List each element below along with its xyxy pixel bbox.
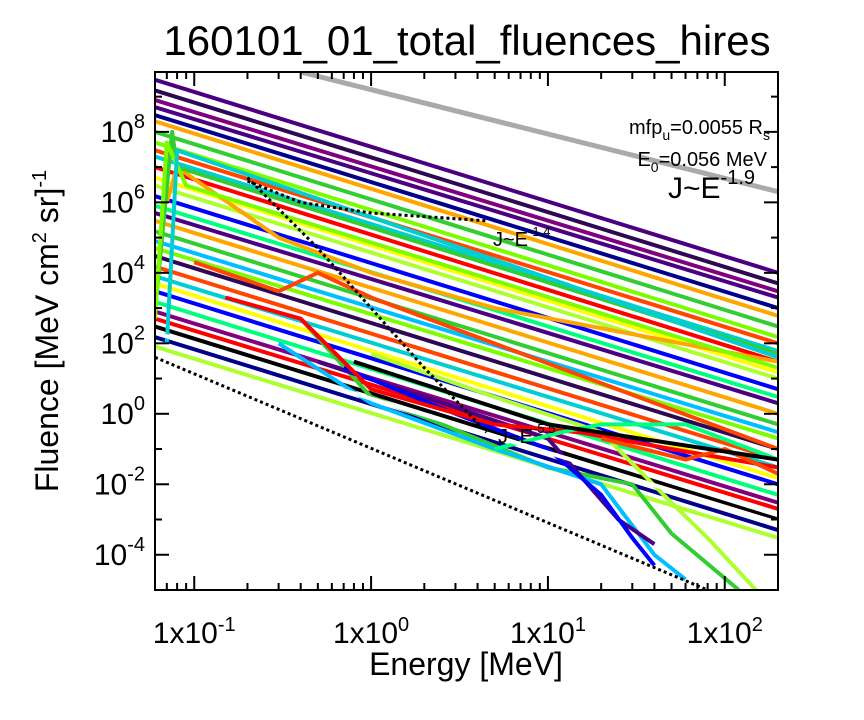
slope-main-annotation: J~E-1.9 bbox=[668, 167, 755, 205]
y-tick-label: 100 bbox=[101, 393, 146, 431]
x-tick-label: 1x101 bbox=[510, 614, 586, 650]
series-line-28 bbox=[155, 316, 778, 511]
slope-low-annotation: J~E-1.4 bbox=[493, 224, 550, 251]
series-line-33 bbox=[155, 129, 778, 356]
y-tick-label: 108 bbox=[101, 111, 146, 149]
series-line-27 bbox=[155, 309, 778, 505]
series-line-36 bbox=[193, 260, 778, 451]
series-line-19 bbox=[155, 239, 778, 435]
series-line-18 bbox=[155, 229, 778, 427]
y-tick-label: 102 bbox=[101, 322, 146, 360]
reference-lines-layer bbox=[155, 72, 778, 590]
series-line-35 bbox=[164, 148, 778, 360]
series-line-45 bbox=[353, 359, 778, 462]
mfp-annotation: mfpu=0.0055 Rs bbox=[629, 117, 770, 143]
series-line-13 bbox=[155, 183, 778, 381]
e0-annotation: E0=0.056 MeV bbox=[637, 149, 767, 175]
series-line-2 bbox=[155, 88, 778, 286]
chart-title: 160101_01_total_fluences_hires bbox=[163, 17, 770, 64]
series-line-20 bbox=[155, 246, 778, 441]
axes-layer: 1x10-1 1x100 1x101 1x102 10-4 10-2 100 102 104 10… bbox=[94, 72, 779, 650]
series-layer bbox=[155, 77, 778, 590]
y-tick-label: 10-4 bbox=[94, 534, 145, 572]
series-line-1 bbox=[155, 77, 778, 275]
series-line-7 bbox=[155, 129, 778, 329]
reference-slope-line-1 bbox=[300, 72, 778, 195]
x-axis-label: Energy [MeV] bbox=[369, 646, 563, 682]
series-line-17 bbox=[155, 218, 778, 416]
series-line-10 bbox=[155, 154, 778, 354]
y-axis-label: Fluence [MeV cm2 sr]-1 bbox=[29, 170, 65, 492]
series-line-3 bbox=[155, 98, 778, 294]
series-line-46 bbox=[155, 330, 778, 525]
y-tick-label: 106 bbox=[101, 181, 146, 219]
series-line-42 bbox=[224, 295, 778, 470]
plot-frame bbox=[154, 71, 779, 591]
series-line-12 bbox=[155, 175, 778, 375]
series-line-44 bbox=[600, 436, 778, 476]
series-line-11 bbox=[155, 165, 778, 364]
reference-dotted-line-2 bbox=[155, 355, 709, 590]
series-line-5 bbox=[155, 113, 778, 311]
series-line-9 bbox=[155, 148, 778, 346]
series-line-22 bbox=[155, 264, 778, 462]
reference-dotted-line-3 bbox=[246, 179, 487, 223]
series-line-21 bbox=[155, 254, 778, 451]
series-line-14 bbox=[155, 194, 778, 392]
series-line-4 bbox=[155, 105, 778, 300]
series-line-29 bbox=[155, 324, 778, 522]
y-tick-label: 10-2 bbox=[94, 463, 145, 501]
slope-high-annotation: J~E-5.5 bbox=[498, 421, 555, 448]
x-tick-label: 1x10-1 bbox=[153, 614, 236, 650]
series-line-41 bbox=[370, 352, 758, 590]
series-line-8 bbox=[155, 140, 778, 340]
y-tick-label: 104 bbox=[101, 252, 146, 290]
series-line-16 bbox=[155, 211, 778, 406]
x-tick-label: 1x102 bbox=[687, 614, 763, 650]
x-tick-label: 1x100 bbox=[333, 614, 409, 650]
series-line-43 bbox=[494, 422, 778, 462]
reference-dotted-line-4 bbox=[246, 176, 488, 434]
